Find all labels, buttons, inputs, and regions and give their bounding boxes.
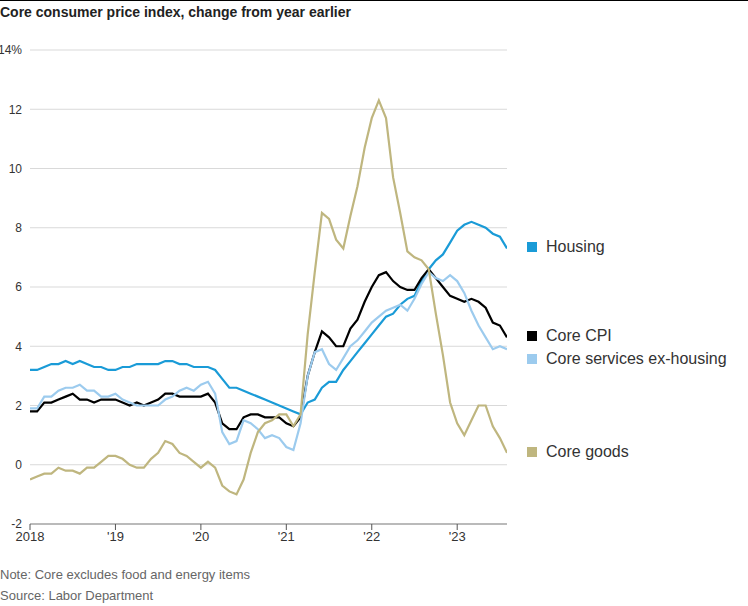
html-text:Source: Labor Department: Source: Labor Department xyxy=(0,588,154,603)
html-text:Core goods: Core goods xyxy=(546,442,629,460)
svg-text:'20: '20 xyxy=(192,529,209,544)
svg-text:4: 4 xyxy=(15,340,22,354)
html-text:Core services ex-housing: Core services ex-housing xyxy=(546,350,727,368)
html-text:Core CPI: Core CPI xyxy=(546,327,612,345)
svg-text:2: 2 xyxy=(15,399,22,413)
svg-text:12: 12 xyxy=(9,103,23,117)
svg-text:10: 10 xyxy=(9,162,23,176)
svg-text:0: 0 xyxy=(15,458,22,472)
svg-text:'23: '23 xyxy=(449,529,466,544)
svg-text:'22: '22 xyxy=(363,529,380,544)
svg-text:8: 8 xyxy=(15,221,22,235)
svg-text:6: 6 xyxy=(15,280,22,294)
svg-text:14%: 14% xyxy=(8,43,22,57)
html-text:Note: Core excludes food and e: Note: Core excludes food and energy item… xyxy=(0,567,250,582)
svg-text:'21: '21 xyxy=(278,529,295,544)
svg-text:-2: -2 xyxy=(11,517,22,531)
svg-text:2018: 2018 xyxy=(16,529,45,544)
svg-text:'19: '19 xyxy=(107,529,124,544)
html-text:Housing: Housing xyxy=(546,238,605,256)
html-text:Core consumer price index, cha: Core consumer price index, change from y… xyxy=(0,4,351,20)
